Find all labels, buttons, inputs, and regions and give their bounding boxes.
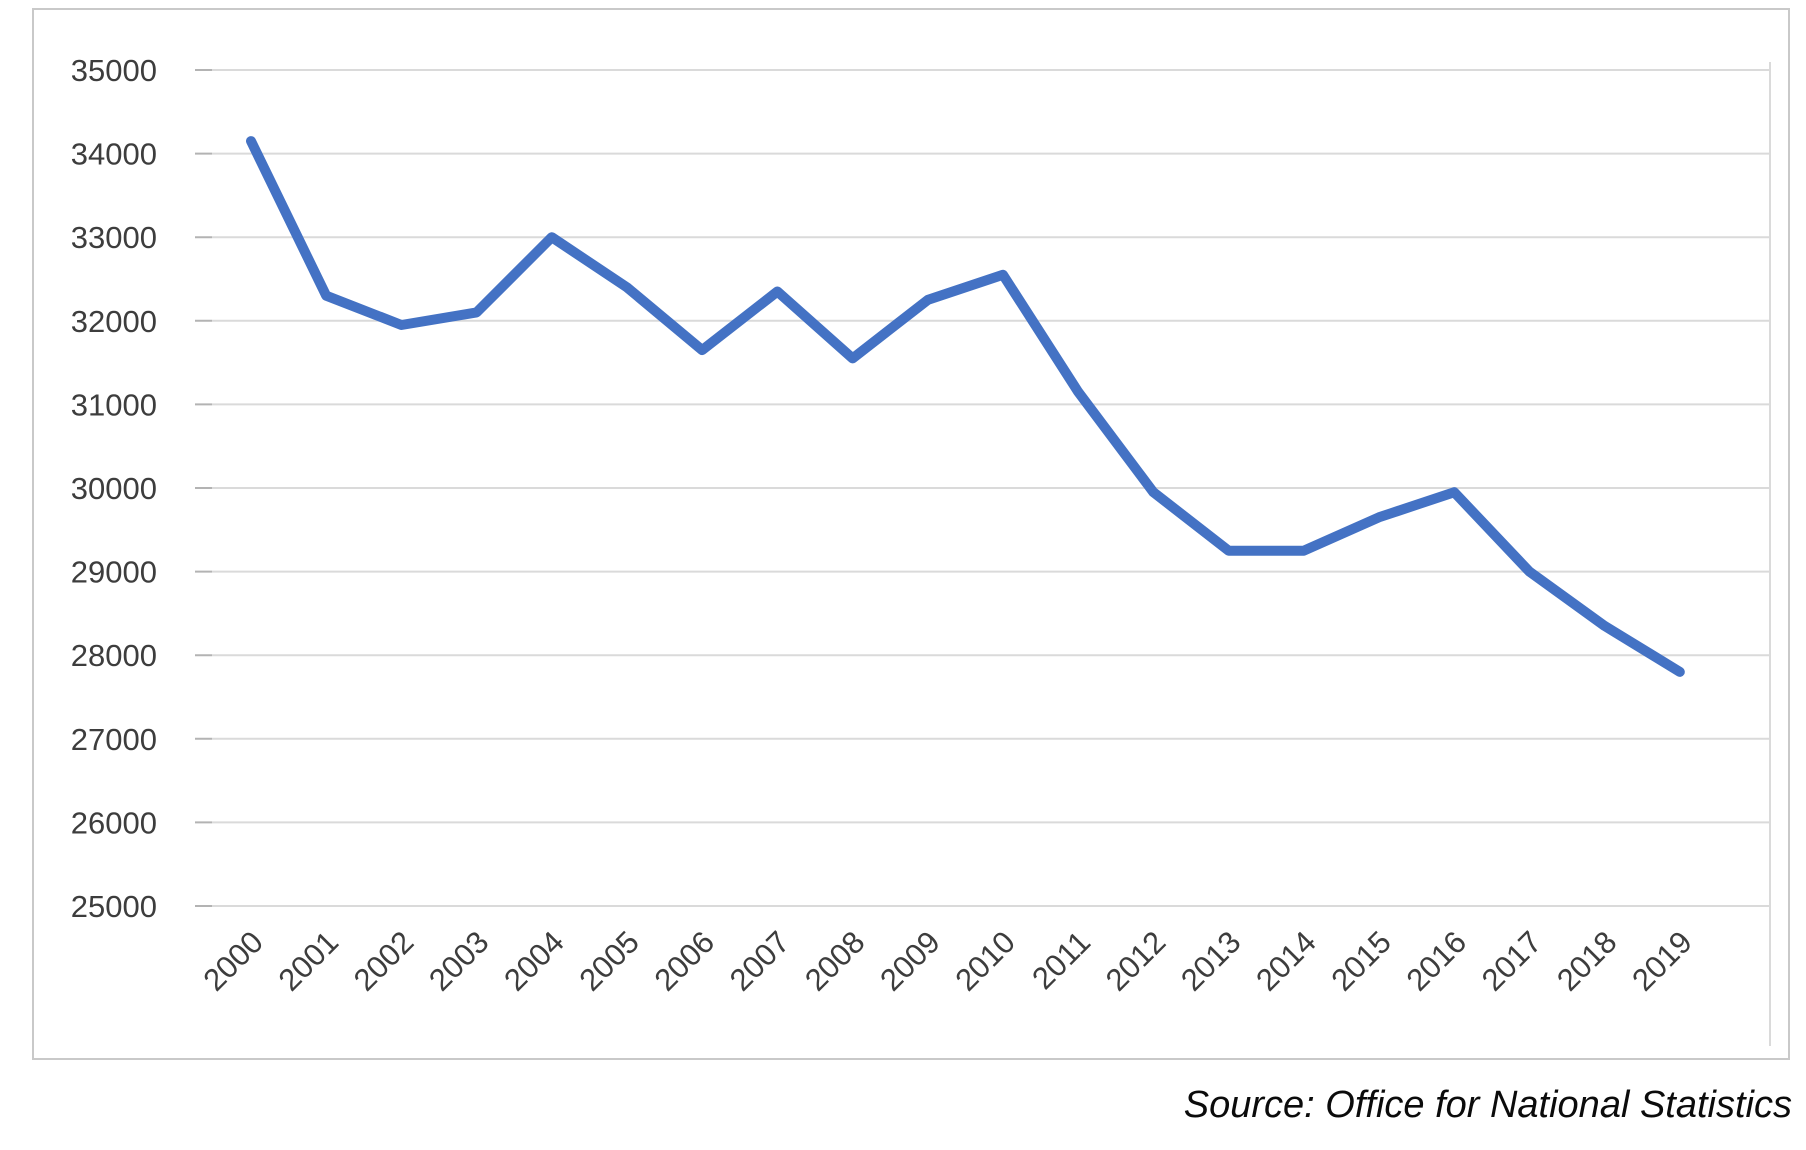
y-tick-label: 27000 — [71, 722, 157, 757]
y-tick-label: 25000 — [71, 889, 157, 924]
x-tick-label: 2006 — [648, 924, 722, 998]
source-note: Source: Office for National Statistics — [1183, 1084, 1792, 1126]
x-tick-label: 2017 — [1475, 924, 1549, 998]
x-tick-label: 2005 — [572, 924, 646, 998]
x-tick-label: 2001 — [272, 924, 346, 998]
y-tick-label: 34000 — [71, 137, 157, 172]
y-tick-label: 29000 — [71, 555, 157, 590]
y-tick-label: 30000 — [71, 471, 157, 506]
x-tick-label: 2009 — [873, 924, 947, 998]
y-tick-label: 28000 — [71, 638, 157, 673]
x-tick-label: 2015 — [1324, 924, 1398, 998]
x-tick-label: 2003 — [422, 924, 496, 998]
x-tick-label: 2019 — [1625, 924, 1699, 998]
x-tick-label: 2016 — [1400, 924, 1474, 998]
y-tick-label: 33000 — [71, 220, 157, 255]
x-tick-label: 2011 — [1025, 924, 1097, 996]
x-tick-label: 2007 — [723, 924, 797, 998]
x-tick-label: 2018 — [1550, 924, 1624, 998]
data-series-line — [246, 136, 1685, 677]
x-tick-label: 2004 — [497, 924, 571, 998]
x-tick-label: 2013 — [1174, 924, 1248, 998]
y-tick-label: 31000 — [71, 387, 157, 422]
y-tick-label: 32000 — [71, 304, 157, 339]
x-tick-label: 2012 — [1099, 924, 1173, 998]
x-tick-label: 2002 — [347, 924, 421, 998]
x-tick-label: 2010 — [948, 924, 1022, 998]
x-tick-label: 2008 — [798, 924, 872, 998]
x-tick-label: 2014 — [1249, 924, 1323, 998]
y-tick-label: 26000 — [71, 805, 157, 840]
x-tick-label: 2000 — [196, 924, 270, 998]
y-tick-label: 35000 — [71, 53, 157, 88]
